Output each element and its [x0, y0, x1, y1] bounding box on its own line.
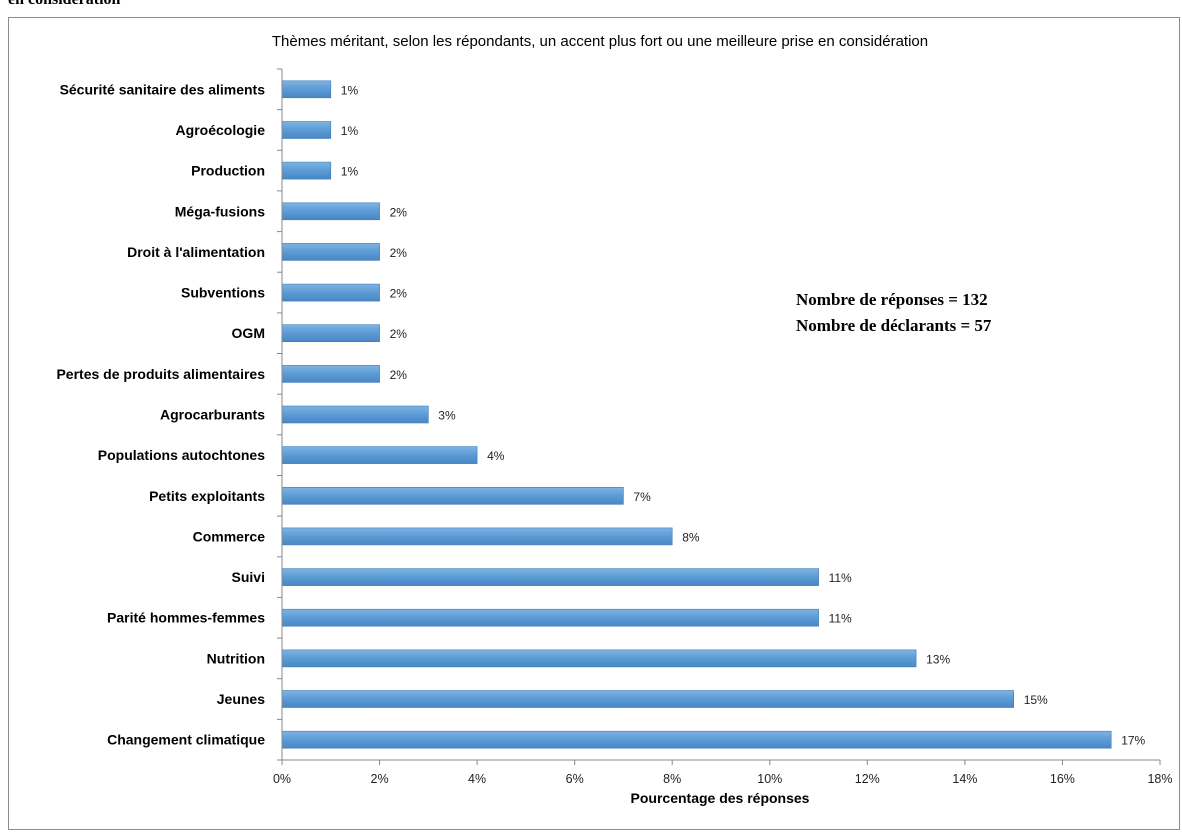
value-label: 2%	[390, 327, 408, 341]
bar-16	[281, 730, 1112, 749]
bar-12	[281, 568, 819, 586]
x-tick-label: 8%	[663, 772, 681, 786]
bar-11	[281, 527, 673, 546]
bar-9	[281, 446, 478, 464]
value-label: 1%	[341, 165, 359, 179]
bar-1	[281, 121, 332, 139]
value-label: 7%	[633, 490, 651, 504]
category-label: Suivi	[232, 569, 265, 585]
x-axis-label: Pourcentage des réponses	[631, 790, 810, 806]
x-tick-label: 12%	[855, 772, 880, 786]
value-labels: 1% 1% 1% 2% 2% 2% 2% 2% 3% 4% 7% 8% 11% 11% 13% 15% 17%	[341, 83, 1146, 747]
value-label: 8%	[682, 530, 700, 544]
value-label: 15%	[1024, 693, 1048, 707]
x-axis: 0% 2% 4% 6% 8% 10% 12% 14% 16% 18%	[273, 68, 1173, 786]
value-label: 11%	[829, 571, 852, 585]
bar-5	[281, 283, 380, 302]
category-label: Sécurité sanitaire des aliments	[60, 81, 266, 97]
value-label: 2%	[390, 287, 408, 301]
bar-10	[281, 486, 624, 505]
value-label: 3%	[438, 409, 456, 423]
value-label: 4%	[487, 449, 505, 463]
bar-13	[281, 608, 819, 627]
value-label: 11%	[829, 612, 852, 626]
category-label: Droit à l'alimentation	[127, 244, 265, 260]
x-tick-label: 4%	[468, 772, 486, 786]
x-tick-label: 0%	[273, 772, 291, 786]
x-tick-label: 16%	[1050, 772, 1075, 786]
category-label: Pertes de produits alimentaires	[56, 366, 265, 382]
category-label: Agrocarburants	[160, 407, 265, 423]
category-label: Parité hommes-femmes	[107, 610, 265, 626]
bars-group	[281, 80, 1112, 749]
category-label: Production	[191, 163, 265, 179]
category-label: Agroécologie	[176, 122, 266, 138]
bar-14	[281, 649, 917, 668]
x-tick-label: 14%	[952, 772, 977, 786]
value-label: 17%	[1121, 734, 1145, 748]
chart-title: Thèmes méritant, selon les répondants, u…	[272, 33, 928, 50]
bar-8	[281, 405, 429, 424]
category-label: Populations autochtones	[98, 447, 265, 463]
x-tick-label: 10%	[757, 772, 782, 786]
category-label: Subventions	[181, 285, 265, 301]
bar-2	[281, 161, 332, 180]
value-label: 13%	[926, 652, 950, 666]
category-label: Nutrition	[207, 650, 265, 666]
category-label: Méga-fusions	[175, 203, 265, 219]
category-label: Commerce	[193, 528, 266, 544]
x-tick-label: 6%	[566, 772, 584, 786]
x-tick-label: 2%	[371, 772, 389, 786]
bar-4	[281, 243, 380, 261]
category-label: OGM	[232, 325, 265, 341]
value-label: 2%	[390, 205, 408, 219]
bar-7	[281, 365, 380, 383]
bar-15	[281, 690, 1015, 708]
value-label: 2%	[390, 368, 408, 382]
annotation-respondents: Nombre de déclarants = 57	[796, 316, 992, 335]
x-tick-label: 18%	[1147, 772, 1172, 786]
bar-0	[281, 80, 332, 99]
value-label: 1%	[341, 124, 359, 138]
category-labels: Sécurité sanitaire des aliments Agroécolo…	[56, 81, 265, 747]
category-label: Petits exploitants	[149, 488, 265, 504]
bar-3	[281, 202, 380, 221]
annotation-responses: Nombre de réponses = 132	[796, 290, 988, 309]
category-label: Jeunes	[217, 691, 265, 707]
value-label: 2%	[390, 246, 408, 260]
page-caption: en considération	[8, 0, 120, 9]
category-label: Changement climatique	[107, 732, 265, 748]
bar-6	[281, 324, 380, 343]
value-label: 1%	[341, 83, 359, 97]
